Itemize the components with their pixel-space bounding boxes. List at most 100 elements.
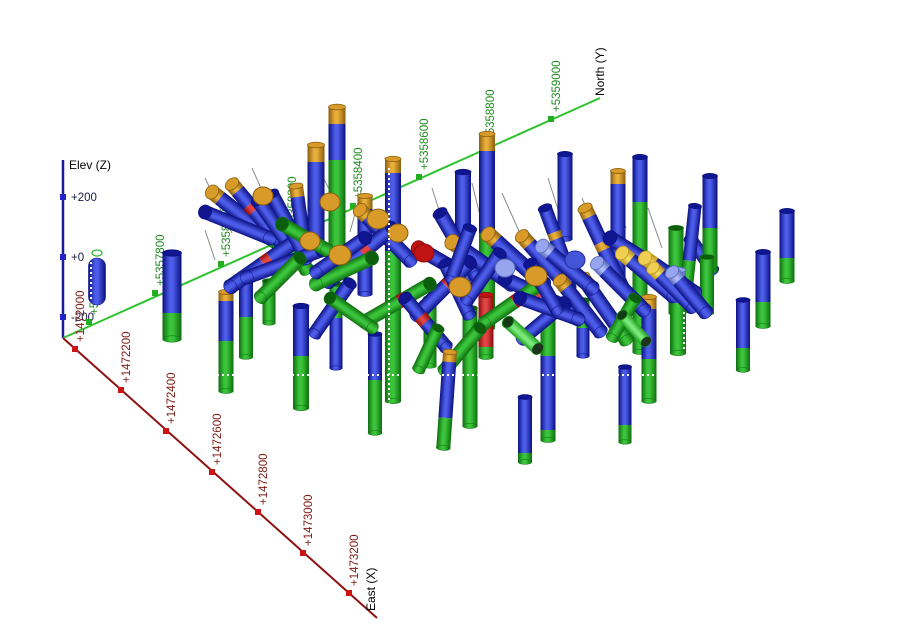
drillhole-end-cap[interactable] bbox=[524, 265, 548, 287]
drillhole-bottom-cap bbox=[384, 398, 402, 404]
drillhole-cylinder[interactable] bbox=[162, 249, 182, 343]
east-tick bbox=[72, 346, 78, 352]
drillhole-top-cap bbox=[779, 208, 795, 214]
drillhole-top-cap bbox=[432, 207, 448, 219]
drillhole-end-cap[interactable] bbox=[299, 231, 321, 251]
drillhole-cylinder[interactable] bbox=[779, 208, 795, 284]
drillhole-top-cap bbox=[637, 250, 653, 266]
drillhole-cylinder[interactable] bbox=[436, 348, 458, 451]
drillhole-cylinder[interactable] bbox=[755, 249, 771, 329]
drillhole-end-cap[interactable] bbox=[252, 186, 274, 206]
drillhole-cylinder[interactable] bbox=[500, 314, 546, 357]
drillhole-bottom-cap bbox=[262, 320, 276, 326]
drillhole-end-cap[interactable] bbox=[564, 250, 586, 270]
drillhole-end-cap[interactable] bbox=[494, 258, 516, 278]
drillhole-top-cap bbox=[398, 291, 412, 305]
drillhole-top-cap bbox=[328, 103, 346, 111]
drillhole-end-cap[interactable] bbox=[448, 276, 472, 298]
drillhole-top-cap bbox=[493, 247, 507, 259]
drillhole-cylinder[interactable] bbox=[292, 302, 310, 411]
drillhole-cylinder[interactable] bbox=[411, 322, 445, 376]
drillhole-top-cap bbox=[384, 155, 402, 163]
drillhole-top-cap bbox=[473, 321, 487, 335]
drillhole-top-cap bbox=[224, 177, 240, 191]
drillhole-bottom-cap bbox=[576, 353, 590, 359]
drillhole-top-cap bbox=[602, 230, 618, 246]
drillhole-bottom-cap bbox=[605, 332, 619, 343]
drillhole-end-cap[interactable] bbox=[413, 243, 435, 263]
drillhole-top-cap bbox=[514, 229, 530, 243]
drillhole-cylinder[interactable] bbox=[252, 249, 309, 306]
north-tick-label: +5358800 bbox=[485, 90, 497, 142]
east-tick bbox=[346, 590, 352, 596]
drillhole-top-cap bbox=[610, 168, 626, 174]
drillhole-cylinder[interactable] bbox=[533, 236, 602, 298]
drillhole-cylinder[interactable] bbox=[551, 271, 610, 340]
collar-ring bbox=[91, 249, 103, 257]
drillhole-bottom-cap bbox=[531, 342, 544, 355]
drillhole-cylinder[interactable] bbox=[735, 297, 751, 373]
drillhole-cylinder[interactable] bbox=[218, 289, 234, 394]
drillhole-top-cap bbox=[204, 184, 220, 200]
drillhole-bottom-cap bbox=[699, 306, 713, 320]
drillhole-top-cap bbox=[589, 255, 605, 271]
drillhole-cylinder[interactable] bbox=[307, 141, 325, 244]
drillhole-cylinder[interactable] bbox=[238, 276, 254, 360]
drillhole-bottom-cap bbox=[462, 310, 477, 321]
drillhole-top-cap bbox=[632, 154, 648, 160]
drillhole-end-cap[interactable] bbox=[387, 223, 409, 243]
drillhole-cylinder[interactable] bbox=[557, 151, 573, 242]
drillhole-bottom-cap bbox=[755, 323, 771, 329]
drillhole-top-cap bbox=[557, 151, 573, 157]
drillholes bbox=[88, 103, 795, 465]
drillhole-top-cap bbox=[537, 203, 553, 213]
elev-axis-title: Elev (Z) bbox=[69, 158, 111, 172]
drillhole-top-cap bbox=[343, 277, 357, 289]
elev-tick bbox=[60, 254, 66, 260]
drillhole-bottom-cap bbox=[238, 354, 254, 360]
elev-tick-label: +0 bbox=[71, 252, 84, 264]
drillhole-top-cap bbox=[616, 309, 628, 321]
drillhole-end-cap[interactable] bbox=[366, 208, 390, 230]
drillhole-top-cap bbox=[614, 245, 630, 261]
drillhole-top-cap bbox=[423, 276, 437, 292]
drillhole-end-cap[interactable] bbox=[328, 244, 352, 266]
drillhole-cylinder[interactable] bbox=[306, 275, 358, 341]
north-tick bbox=[416, 174, 422, 180]
drillhole-top-cap bbox=[307, 141, 325, 149]
drillhole-cylinder[interactable] bbox=[458, 245, 508, 308]
north-tick bbox=[86, 319, 92, 325]
east-tick bbox=[209, 469, 215, 475]
drillhole-top-cap bbox=[688, 202, 702, 210]
drillhole-cylinder[interactable] bbox=[88, 257, 106, 306]
drillhole-top-cap bbox=[352, 202, 368, 218]
elev-tick-label: +200 bbox=[71, 192, 97, 204]
drillhole-cylinder[interactable] bbox=[517, 394, 533, 465]
drillhole-bottom-cap bbox=[307, 328, 322, 340]
drillhole-bottom-cap bbox=[550, 305, 565, 316]
drillhole-top-cap bbox=[534, 238, 550, 254]
drillhole-cylinder[interactable] bbox=[307, 249, 381, 293]
drillhole-top-cap bbox=[618, 364, 632, 370]
drillhole-cylinder[interactable] bbox=[618, 364, 632, 445]
drillhole-cylinder[interactable] bbox=[322, 290, 381, 337]
drillhole-bottom-cap bbox=[162, 335, 182, 343]
east-tick bbox=[300, 550, 306, 556]
drillhole-top-cap bbox=[357, 193, 373, 199]
drillhole-top-cap bbox=[323, 291, 337, 305]
drillhole-cylinder[interactable] bbox=[540, 315, 556, 443]
east-tick-label: +1473000 bbox=[303, 495, 315, 547]
drillhole-top-cap bbox=[478, 292, 494, 298]
drillhole-cylinder[interactable] bbox=[384, 155, 402, 404]
drillhole-cylinder[interactable] bbox=[615, 308, 654, 349]
drillhole-top-cap bbox=[462, 223, 478, 233]
drillhole-end-cap[interactable] bbox=[319, 192, 341, 212]
drillhole-cylinder[interactable] bbox=[663, 263, 715, 321]
drillhole-top-cap bbox=[513, 290, 527, 306]
drillhole-cylinder[interactable] bbox=[196, 203, 278, 247]
drillhole-trace-line bbox=[501, 192, 523, 239]
drillhole-cylinder[interactable] bbox=[367, 331, 383, 436]
